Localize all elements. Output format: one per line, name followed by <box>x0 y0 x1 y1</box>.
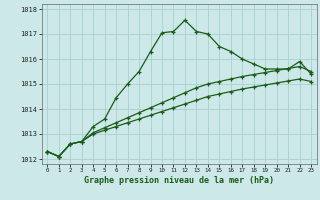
X-axis label: Graphe pression niveau de la mer (hPa): Graphe pression niveau de la mer (hPa) <box>84 176 274 185</box>
